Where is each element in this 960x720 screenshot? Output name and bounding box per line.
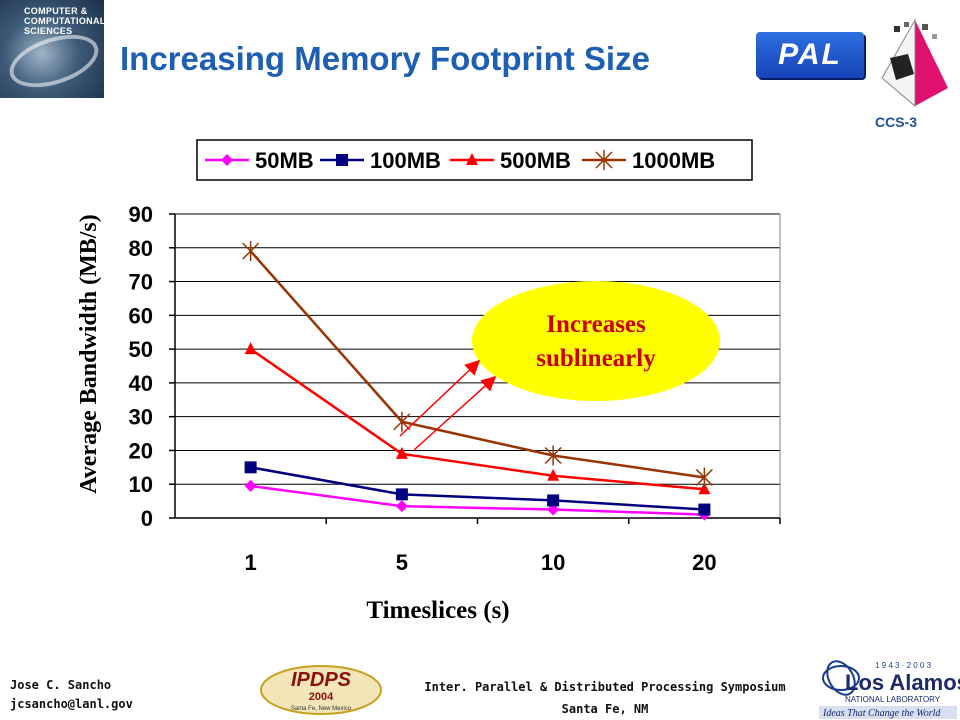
lanl-name: Los Alamos: [845, 670, 960, 695]
series-lines: [249, 250, 705, 516]
cube-pixel: [932, 34, 937, 39]
lanl-orbit-icon: [822, 665, 860, 691]
data-point-500MB: [698, 482, 711, 495]
ipdps-logo: IPDPS 2004 Santa Fe, New Mexico: [260, 665, 382, 715]
data-point-1000MB: [242, 241, 260, 262]
data-point-1000MB: [393, 411, 411, 432]
ipdps-place: Santa Fe, New Mexico: [291, 706, 352, 712]
author-name: Jose C. Sancho: [10, 678, 112, 692]
x-tick-label: 5: [396, 550, 408, 575]
ccs3-cube-logo: [881, 18, 948, 108]
data-point-50MB: [547, 503, 560, 516]
callout-arrow-1: [399, 359, 481, 437]
conference-location: Santa Fe, NM: [561, 702, 649, 716]
cube-pixel: [894, 26, 900, 32]
callout-text-line2: sublinearly: [536, 345, 656, 372]
y-tick-label: 50: [129, 337, 153, 362]
y-tick-label: 40: [129, 371, 153, 396]
legend-label-1000MB: 1000MB: [632, 148, 715, 173]
lanl-years: 1 9 4 3 · 2 0 0 3: [875, 661, 932, 670]
y-tick-label: 80: [129, 236, 153, 261]
pal-logo: PAL: [756, 32, 864, 78]
y-tick-label: 20: [129, 438, 153, 463]
data-point-1000MB: [544, 445, 562, 466]
y-tick-label: 70: [129, 270, 153, 295]
bandwidth-chart: 50MB 100MB 500MB 1000MB 0 10 20 30 40 50 60 70 80 90…: [76, 139, 781, 624]
legend-marker-100MB: [336, 154, 348, 166]
series-line-1000MB: [249, 250, 705, 479]
data-point-500MB: [547, 468, 560, 481]
footer-author: Jose C. Sancho jcsancho@lanl.gov: [10, 676, 133, 714]
x-axis-title: Timeslices (s): [366, 597, 509, 624]
y-tick-labels: 0 10 20 30 40 50 60 70 80 90: [129, 202, 175, 531]
cube-number-mark: [890, 54, 914, 80]
page-title: Increasing Memory Footprint Size: [120, 40, 650, 77]
footer-conference: Inter. Parallel & Distributed Processing…: [395, 676, 815, 720]
lanl-orbit-icon: [826, 660, 856, 696]
x-tick-label: 20: [692, 550, 716, 575]
cube-face-right: [915, 20, 948, 106]
grid-lines: [175, 213, 780, 485]
y-tick-label: 10: [129, 472, 153, 497]
legend-label-50MB: 50MB: [255, 148, 314, 173]
data-point-1000MB: [695, 467, 713, 488]
data-point-100MB: [244, 461, 257, 474]
cube-pixel: [922, 24, 928, 30]
data-point-100MB: [547, 494, 560, 507]
x-tick-label: 1: [245, 550, 257, 575]
author-email[interactable]: jcsancho@lanl.gov: [10, 697, 133, 711]
x-tick-labels: 1 5 10 20: [245, 518, 781, 575]
lanl-logo: 1 9 4 3 · 2 0 0 3 Los Alamos NATIONAL LA…: [819, 660, 960, 719]
conference-name: Inter. Parallel & Distributed Processing…: [424, 680, 786, 694]
ipdps-ring: [260, 665, 382, 715]
legend-marker-500MB: [466, 153, 478, 165]
ipdps-logo-text: IPDPS: [291, 669, 352, 691]
x-tick-label: 10: [541, 550, 565, 575]
legend-label-500MB: 500MB: [500, 148, 571, 173]
series-line-500MB: [249, 348, 705, 491]
series-line-50MB: [250, 484, 705, 516]
callout-text-line1: Increases: [546, 311, 646, 338]
data-point-50MB: [395, 500, 408, 513]
data-point-500MB: [244, 342, 257, 355]
y-tick-label: 60: [129, 303, 153, 328]
lanl-tagline: Ideas That Change the World: [822, 708, 941, 719]
callout-ellipse: [472, 281, 720, 401]
chart-legend: 50MB 100MB 500MB 1000MB: [196, 139, 753, 181]
y-axis-title: Average Bandwidth (MB/s): [76, 214, 102, 494]
ccs-logo-text: COMPUTER & COMPUTATIONAL SCIENCES: [24, 6, 104, 36]
series-markers: [242, 241, 713, 521]
callout-arrow-2: [413, 375, 497, 451]
legend-marker-1000MB: [595, 150, 613, 170]
y-tick-label: 0: [141, 506, 153, 531]
y-tick-label: 30: [129, 405, 153, 430]
legend-label-100MB: 100MB: [370, 148, 441, 173]
cube-pixel: [904, 22, 909, 27]
ccs-logo: COMPUTER & COMPUTATIONAL SCIENCES: [0, 0, 104, 98]
lanl-sub: NATIONAL LABORATORY: [845, 695, 941, 704]
ipdps-year: 2004: [309, 691, 334, 703]
data-point-500MB: [395, 446, 408, 459]
series-line-100MB: [250, 466, 705, 511]
data-point-100MB: [698, 503, 711, 516]
ccs3-label: CCS-3: [875, 114, 918, 130]
data-point-100MB: [395, 488, 408, 501]
data-point-50MB: [244, 479, 257, 492]
y-tick-label: 90: [129, 202, 153, 227]
legend-marker-50MB: [221, 154, 233, 166]
lanl-tagline-bar: [819, 706, 957, 719]
